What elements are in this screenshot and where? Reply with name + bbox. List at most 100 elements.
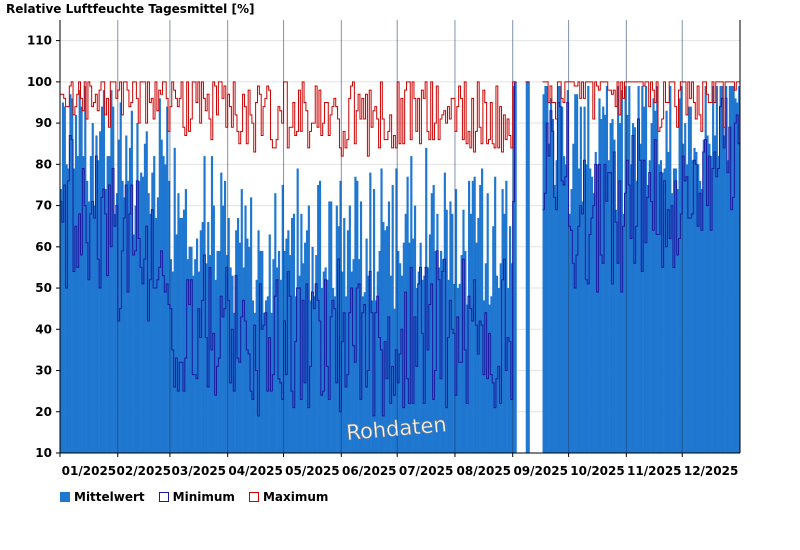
bar-day-305	[626, 114, 629, 453]
bar-day-287	[592, 193, 595, 453]
bar-day-101	[246, 238, 249, 453]
bar-day-106	[255, 279, 258, 453]
bar-day-196	[423, 275, 426, 453]
bar-day-23	[100, 106, 104, 453]
bar-day-312	[639, 143, 642, 453]
bar-day-308	[631, 123, 635, 453]
bar-day-198	[427, 267, 430, 453]
bar-day-28	[110, 90, 113, 453]
bar-day-341	[693, 147, 696, 453]
bar-day-238	[501, 189, 504, 453]
bar-day-43	[138, 180, 141, 453]
chart-title: Relative Luftfeuchte Tagesmittel [%]	[6, 2, 255, 16]
bar-day-356	[721, 85, 724, 453]
bar-day-219	[466, 304, 469, 453]
legend-label-max: Maximum	[262, 490, 329, 504]
bar-day-178	[389, 275, 392, 453]
bar-day-239	[503, 213, 506, 453]
legend-label-mean: Mittelwert	[74, 490, 145, 504]
bar-day-302	[620, 90, 623, 453]
mean-bars	[60, 81, 741, 454]
bar-day-38	[128, 147, 132, 453]
bar-day-306	[628, 85, 631, 453]
bar-day-215	[458, 283, 461, 453]
y-tick-label-110: 110	[27, 34, 52, 48]
bar-day-69	[186, 259, 189, 453]
bar-day-325	[663, 168, 666, 453]
bar-day-122	[285, 238, 288, 453]
x-tick-label-7: 07/2025	[399, 464, 453, 478]
x-tick-label-10: 10/2025	[570, 464, 624, 478]
bar-day-125	[291, 217, 294, 453]
bar-day-112	[266, 296, 269, 453]
bar-day-188	[408, 242, 411, 453]
bar-day-127	[294, 296, 297, 453]
bar-day-364	[736, 102, 739, 453]
bar-day-213	[454, 189, 458, 453]
x-tick-label-5: 05/2025	[285, 464, 339, 478]
bar-day-205	[440, 250, 443, 453]
bar-day-108	[259, 250, 262, 453]
bar-day-110	[263, 312, 266, 453]
bar-day-19	[93, 205, 96, 453]
bar-day-78	[203, 156, 206, 453]
bar-day-159	[354, 176, 357, 453]
bar-day-65	[179, 217, 182, 453]
bar-day-85	[216, 250, 219, 453]
bar-day-9	[74, 114, 78, 453]
bar-day-120	[281, 184, 284, 453]
bar-day-271	[563, 156, 566, 453]
bar-day-349	[708, 143, 711, 453]
bar-day-345	[700, 189, 704, 453]
bar-day-89	[223, 180, 227, 453]
bar-day-44	[140, 172, 143, 453]
axes	[56, 20, 741, 457]
bar-day-301	[618, 123, 622, 453]
bar-day-330	[672, 168, 676, 453]
bar-day-26	[106, 156, 109, 453]
bar-day-203	[436, 213, 439, 453]
bar-day-284	[587, 85, 590, 453]
bar-day-54	[158, 98, 161, 453]
bar-day-223	[473, 176, 476, 453]
bar-day-18	[91, 123, 94, 453]
bar-day-262	[546, 85, 549, 453]
bar-day-333	[678, 98, 681, 453]
bar-day-130	[300, 213, 303, 453]
bar-day-139	[317, 184, 320, 453]
bar-day-343	[697, 164, 700, 453]
bar-day-218	[464, 250, 467, 453]
bar-day-336	[684, 123, 687, 453]
bar-day-53	[156, 197, 160, 453]
bar-day-268	[557, 85, 560, 453]
bar-day-327	[667, 151, 670, 453]
bar-day-185	[402, 242, 405, 453]
bar-day-140	[318, 180, 322, 453]
bar-day-21	[97, 160, 100, 453]
bar-day-135	[309, 300, 312, 453]
bar-day-231	[488, 304, 491, 453]
bar-day-100	[244, 205, 247, 453]
x-tick-label-6: 06/2025	[342, 464, 396, 478]
bar-day-84	[214, 279, 217, 453]
bar-day-172	[378, 250, 381, 453]
bar-day-47	[145, 131, 148, 453]
bar-day-289	[596, 164, 599, 453]
bar-day-242	[508, 226, 512, 453]
bar-day-150	[337, 226, 340, 453]
bar-day-29	[112, 106, 115, 453]
bar-day-275	[570, 189, 573, 453]
bar-day-76	[199, 230, 202, 453]
bar-day-25	[104, 189, 107, 453]
bar-day-281	[581, 201, 584, 453]
bar-day-273	[566, 90, 569, 453]
bar-day-182	[397, 250, 400, 453]
bar-day-297	[611, 118, 614, 453]
bar-day-1	[60, 189, 63, 453]
legend-swatch-mean	[60, 492, 70, 502]
bar-day-177	[387, 201, 391, 453]
bar-day-358	[725, 85, 728, 453]
bar-day-181	[395, 168, 398, 453]
bar-day-82	[210, 156, 214, 453]
